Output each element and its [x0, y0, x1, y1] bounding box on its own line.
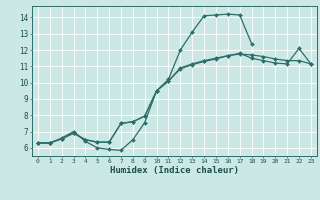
X-axis label: Humidex (Indice chaleur): Humidex (Indice chaleur) [110, 166, 239, 175]
